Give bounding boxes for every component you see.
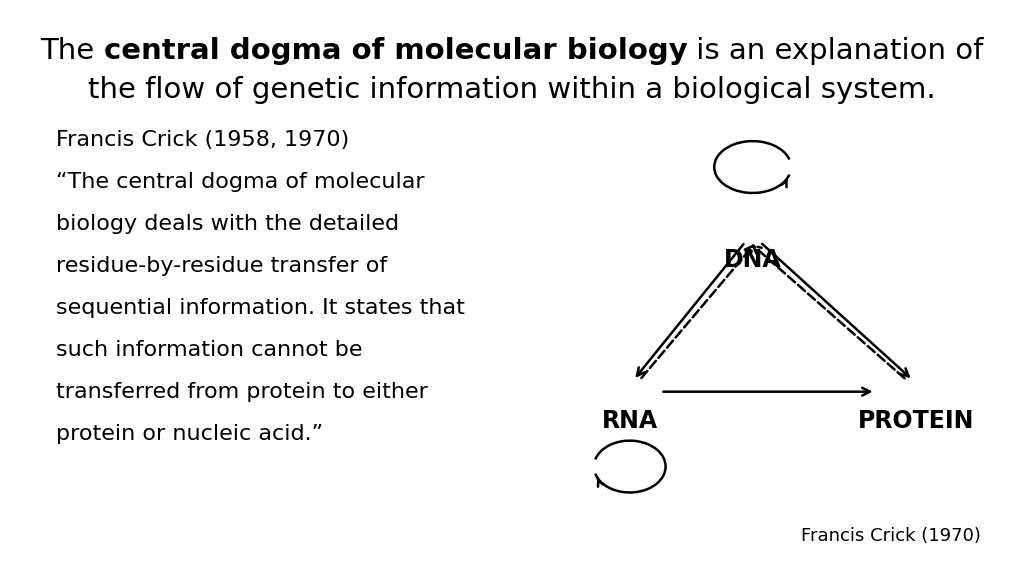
Text: central dogma of molecular biology: central dogma of molecular biology — [103, 37, 687, 66]
Text: DNA: DNA — [724, 248, 781, 272]
Text: Francis Crick (1970): Francis Crick (1970) — [801, 527, 981, 545]
Text: RNA: RNA — [602, 409, 657, 433]
Text: transferred from protein to either: transferred from protein to either — [56, 382, 428, 402]
Text: sequential information. It states that: sequential information. It states that — [56, 298, 465, 318]
Text: biology deals with the detailed: biology deals with the detailed — [56, 214, 399, 234]
Text: protein or nucleic acid.”: protein or nucleic acid.” — [56, 424, 324, 444]
Text: PROTEIN: PROTEIN — [858, 409, 975, 433]
Text: such information cannot be: such information cannot be — [56, 340, 362, 360]
Text: Francis Crick (1958, 1970): Francis Crick (1958, 1970) — [56, 130, 349, 150]
Text: “The central dogma of molecular: “The central dogma of molecular — [56, 172, 425, 192]
Text: The: The — [40, 37, 103, 66]
Text: is an explanation of: is an explanation of — [687, 37, 984, 66]
Text: the flow of genetic information within a biological system.: the flow of genetic information within a… — [88, 76, 936, 104]
Text: residue-by-residue transfer of: residue-by-residue transfer of — [56, 256, 387, 276]
